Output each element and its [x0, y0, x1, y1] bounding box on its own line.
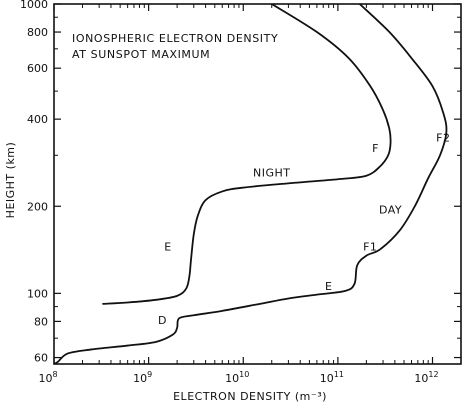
y-tick-label-3: 200 [27, 200, 48, 213]
y-tick-label-6: 800 [27, 26, 48, 39]
x-tick-label-0: 108 [38, 370, 57, 385]
y-tick-label-1: 80 [34, 315, 48, 328]
y-tick-label-7: 1000 [20, 0, 48, 11]
plot-frame [53, 3, 462, 365]
series-1-label-1: E [325, 280, 332, 293]
series-line-0 [102, 4, 392, 305]
series-line-1 [54, 4, 448, 364]
x-tick-label-3: 1011 [320, 370, 344, 385]
x-axis-title: ELECTRON DENSITY (m⁻³) [173, 390, 327, 403]
series-1-label-2: D [158, 314, 167, 327]
series-1-label-4: F2 [436, 132, 450, 145]
y-tick-label-2: 100 [27, 287, 48, 300]
series-0-label-1: E [164, 241, 171, 254]
y-tick-label-0: 60 [34, 352, 48, 365]
chart-annotation-line-1: IONOSPHERIC ELECTRON DENSITY [72, 32, 278, 45]
series-1-label-3: F1 [363, 241, 377, 254]
series-0-label-0: NIGHT [253, 166, 291, 179]
chart-annotation-line-2: AT SUNSPOT MAXIMUM [72, 48, 210, 61]
series-0-label-2: F [372, 142, 379, 155]
x-tick-label-2: 1010 [225, 370, 249, 385]
series-1-label-0: DAY [379, 203, 402, 216]
x-tick-label-4: 1012 [414, 370, 438, 385]
y-tick-label-4: 400 [27, 113, 48, 126]
y-axis-title: HEIGHT (km) [4, 142, 17, 219]
y-tick-label-5: 600 [27, 62, 48, 75]
x-tick-label-1: 109 [133, 370, 152, 385]
